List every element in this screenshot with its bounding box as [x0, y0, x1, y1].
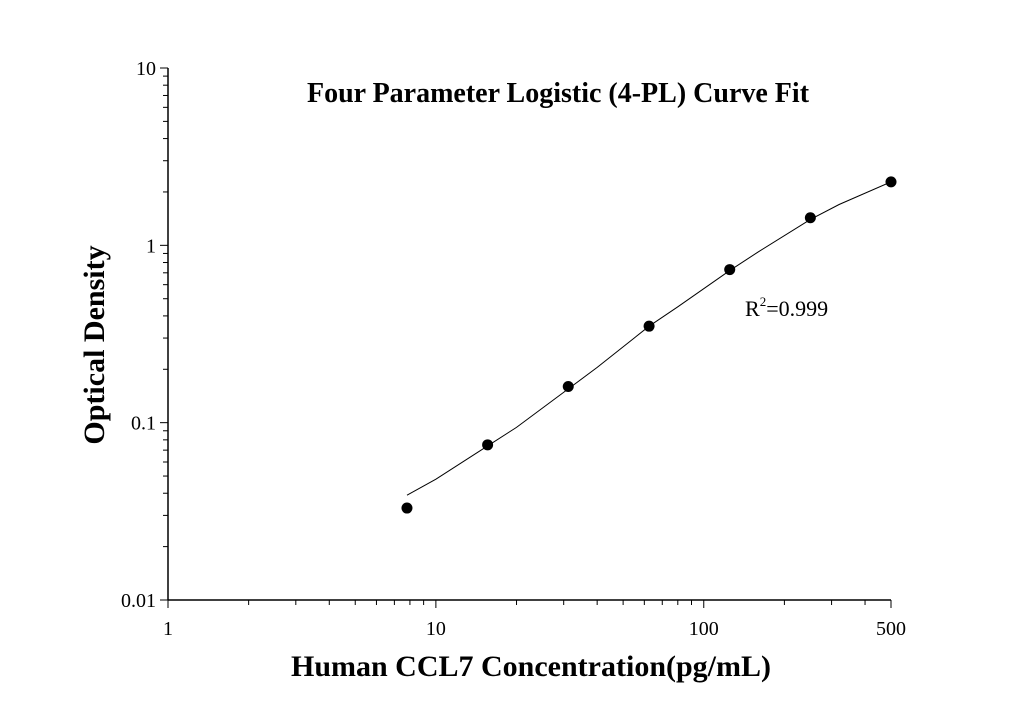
data-point: [482, 439, 494, 451]
r-squared-value: =0.999: [766, 296, 828, 321]
fit-curve: [406, 181, 892, 496]
data-point: [643, 320, 655, 332]
y-tick-label: 1: [146, 235, 156, 257]
x-tick-label: 100: [689, 618, 719, 640]
x-tick-label: 500: [876, 618, 906, 640]
r-squared-annotation: R2=0.999: [745, 294, 828, 321]
data-point: [401, 502, 413, 514]
data-point: [885, 176, 897, 188]
data-point: [724, 264, 736, 276]
data-points: [401, 176, 897, 514]
x-axis-label: Human CCL7 Concentration(pg/mL): [291, 650, 771, 683]
y-tick-label: 0.01: [121, 590, 156, 612]
axes: [167, 68, 891, 601]
r-squared-sup: 2: [760, 294, 767, 309]
chart-title: Four Parameter Logistic (4-PL) Curve Fit: [307, 78, 810, 109]
x-tick-label: 1: [163, 618, 173, 640]
y-tick-label: 10: [136, 58, 156, 80]
data-point: [562, 380, 574, 392]
y-axis-label: Optical Density: [78, 245, 111, 444]
x-tick-label: 10: [426, 618, 446, 640]
r-squared-base: R: [745, 296, 760, 321]
x-axis-ticks: 1 10 100 500: [163, 600, 906, 640]
y-tick-label: 0.1: [131, 413, 156, 435]
data-point: [804, 212, 816, 224]
y-axis-ticks: 0.01 0.1 1 10: [121, 58, 168, 612]
